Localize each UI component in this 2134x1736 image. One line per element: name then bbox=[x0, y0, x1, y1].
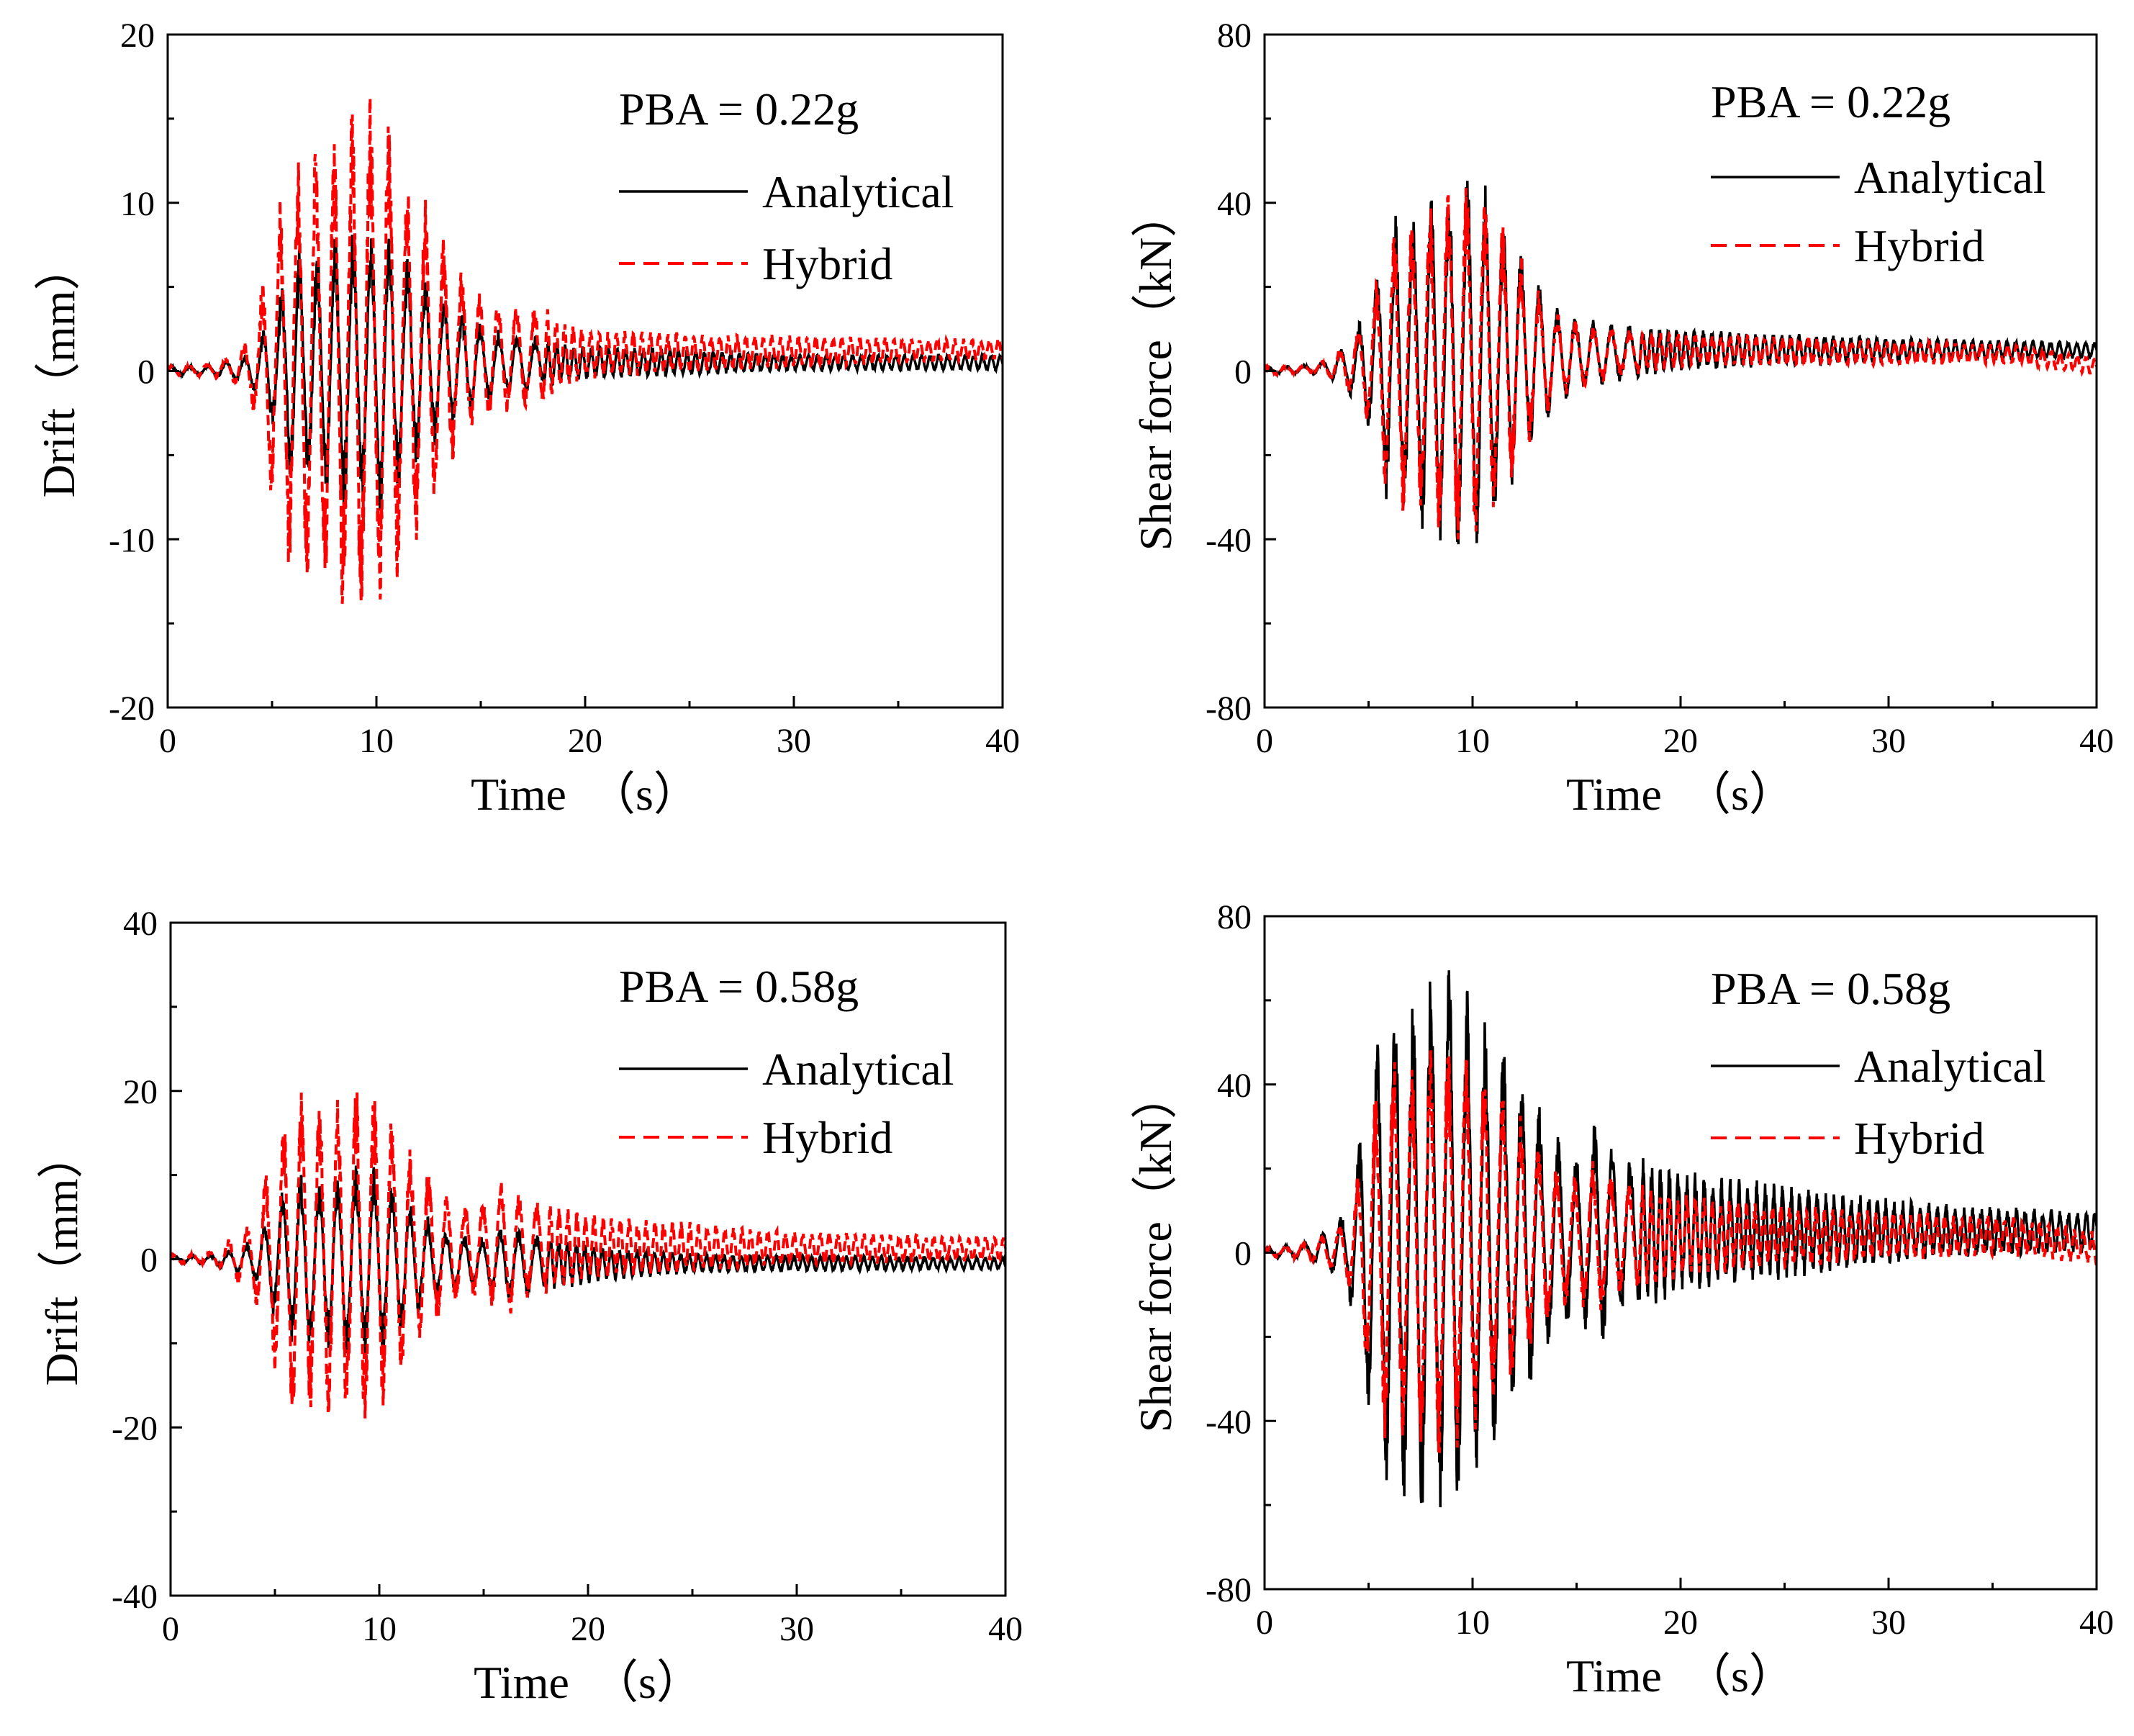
y-tick-label: 20 bbox=[120, 17, 155, 55]
y-tick-label: 80 bbox=[1217, 898, 1252, 936]
x-axis-title: Time （s） bbox=[471, 769, 700, 820]
x-axis-title: Time （s） bbox=[1566, 1650, 1795, 1701]
legend-label-analytical: Analytical bbox=[1854, 1041, 2046, 1092]
legend: Analytical Hybrid bbox=[619, 1044, 954, 1163]
pba-annotation: PBA = 0.58g bbox=[1711, 963, 1950, 1014]
x-axis-title: Time （s） bbox=[1566, 769, 1795, 820]
y-tick-label: 0 bbox=[137, 353, 155, 392]
series-line-hybrid bbox=[1265, 1050, 2097, 1453]
y-tick-label: 20 bbox=[123, 1073, 158, 1111]
x-tick-label: 10 bbox=[1455, 1604, 1490, 1642]
x-tick-label: 10 bbox=[1455, 722, 1490, 760]
y-tick-label: -10 bbox=[109, 521, 155, 559]
y-tick-label: 0 bbox=[1234, 1235, 1252, 1273]
x-tick-label: 40 bbox=[985, 722, 1020, 760]
x-tick-label: 30 bbox=[1871, 722, 1906, 760]
chart-panel-shear-022: 0 10 20 30 40 -80 -40 0 40 80 Time （s） Shear force（… bbox=[1130, 17, 2114, 820]
x-tick-label: 0 bbox=[1256, 1604, 1273, 1642]
y-tick-label: 0 bbox=[140, 1242, 158, 1280]
y-tick-label: -80 bbox=[1206, 690, 1252, 728]
series-line-hybrid bbox=[1265, 188, 2097, 540]
x-tick-label: 0 bbox=[1256, 722, 1273, 760]
series-line-hybrid bbox=[171, 1092, 1005, 1419]
legend: Analytical Hybrid bbox=[619, 166, 954, 289]
y-tick-label: -40 bbox=[1206, 521, 1252, 559]
y-tick-label: 80 bbox=[1217, 17, 1252, 55]
y-tick-label: -20 bbox=[109, 690, 155, 728]
x-axis-title: Time （s） bbox=[474, 1657, 702, 1708]
x-tick-label: 40 bbox=[988, 1610, 1023, 1648]
y-tick-label: -40 bbox=[112, 1578, 158, 1616]
chart-panel-drift-058: 0 10 20 30 40 -40 -20 0 20 40 Time （s） Drift（mm） PBA… bbox=[36, 905, 1023, 1708]
legend-label-analytical: Analytical bbox=[762, 1044, 954, 1095]
y-axis-title: Drift（mm） bbox=[36, 1133, 87, 1386]
y-tick-label: 40 bbox=[1217, 185, 1252, 223]
legend-label-analytical: Analytical bbox=[1854, 152, 2046, 203]
y-tick-label: 0 bbox=[1234, 353, 1252, 392]
x-tick-label: 20 bbox=[568, 722, 602, 760]
legend-label-hybrid: Hybrid bbox=[762, 238, 892, 289]
x-tick-label: 10 bbox=[362, 1610, 397, 1648]
x-tick-label: 10 bbox=[359, 722, 394, 760]
x-tick-label: 20 bbox=[571, 1610, 605, 1648]
y-axis-title: Shear force（kN） bbox=[1130, 191, 1181, 551]
pba-annotation: PBA = 0.22g bbox=[1711, 76, 1950, 127]
chart-panel-drift-022: 0 10 20 30 40 -20 -10 0 10 20 Time （s） Drift（mm） PBA… bbox=[33, 17, 1020, 820]
y-axis-title: Shear force（kN） bbox=[1130, 1073, 1181, 1432]
legend-label-hybrid: Hybrid bbox=[1854, 220, 1984, 271]
x-tick-label: 20 bbox=[1663, 722, 1698, 760]
legend-label-hybrid: Hybrid bbox=[762, 1112, 892, 1163]
y-tick-label: 40 bbox=[1217, 1067, 1252, 1105]
legend-label-analytical: Analytical bbox=[762, 166, 954, 217]
x-tick-label: 0 bbox=[162, 1610, 179, 1648]
y-tick-label: -40 bbox=[1206, 1403, 1252, 1441]
series-line-analytical bbox=[171, 1165, 1005, 1358]
y-tick-label: 10 bbox=[120, 185, 155, 223]
x-tick-label: 30 bbox=[779, 1610, 814, 1648]
x-tick-label: 30 bbox=[777, 722, 811, 760]
pba-annotation: PBA = 0.58g bbox=[619, 961, 859, 1012]
x-tick-label: 40 bbox=[2079, 1604, 2114, 1642]
x-tick-label: 20 bbox=[1663, 1604, 1698, 1642]
pba-annotation: PBA = 0.22g bbox=[619, 83, 859, 135]
x-tick-label: 30 bbox=[1871, 1604, 1906, 1642]
x-tick-label: 0 bbox=[159, 722, 176, 760]
x-tick-label: 40 bbox=[2079, 722, 2114, 760]
legend-label-hybrid: Hybrid bbox=[1854, 1113, 1984, 1164]
chart-panel-shear-058: 0 10 20 30 40 -80 -40 0 40 80 Time （s） Shear force（… bbox=[1130, 898, 2114, 1701]
legend: Analytical Hybrid bbox=[1711, 152, 2046, 271]
y-tick-label: -80 bbox=[1206, 1571, 1252, 1609]
legend: Analytical Hybrid bbox=[1711, 1041, 2046, 1164]
y-axis-title: Drift（mm） bbox=[33, 245, 84, 498]
y-tick-label: -20 bbox=[112, 1409, 158, 1447]
y-tick-label: 40 bbox=[123, 905, 158, 943]
series-line-hybrid bbox=[168, 98, 1003, 604]
